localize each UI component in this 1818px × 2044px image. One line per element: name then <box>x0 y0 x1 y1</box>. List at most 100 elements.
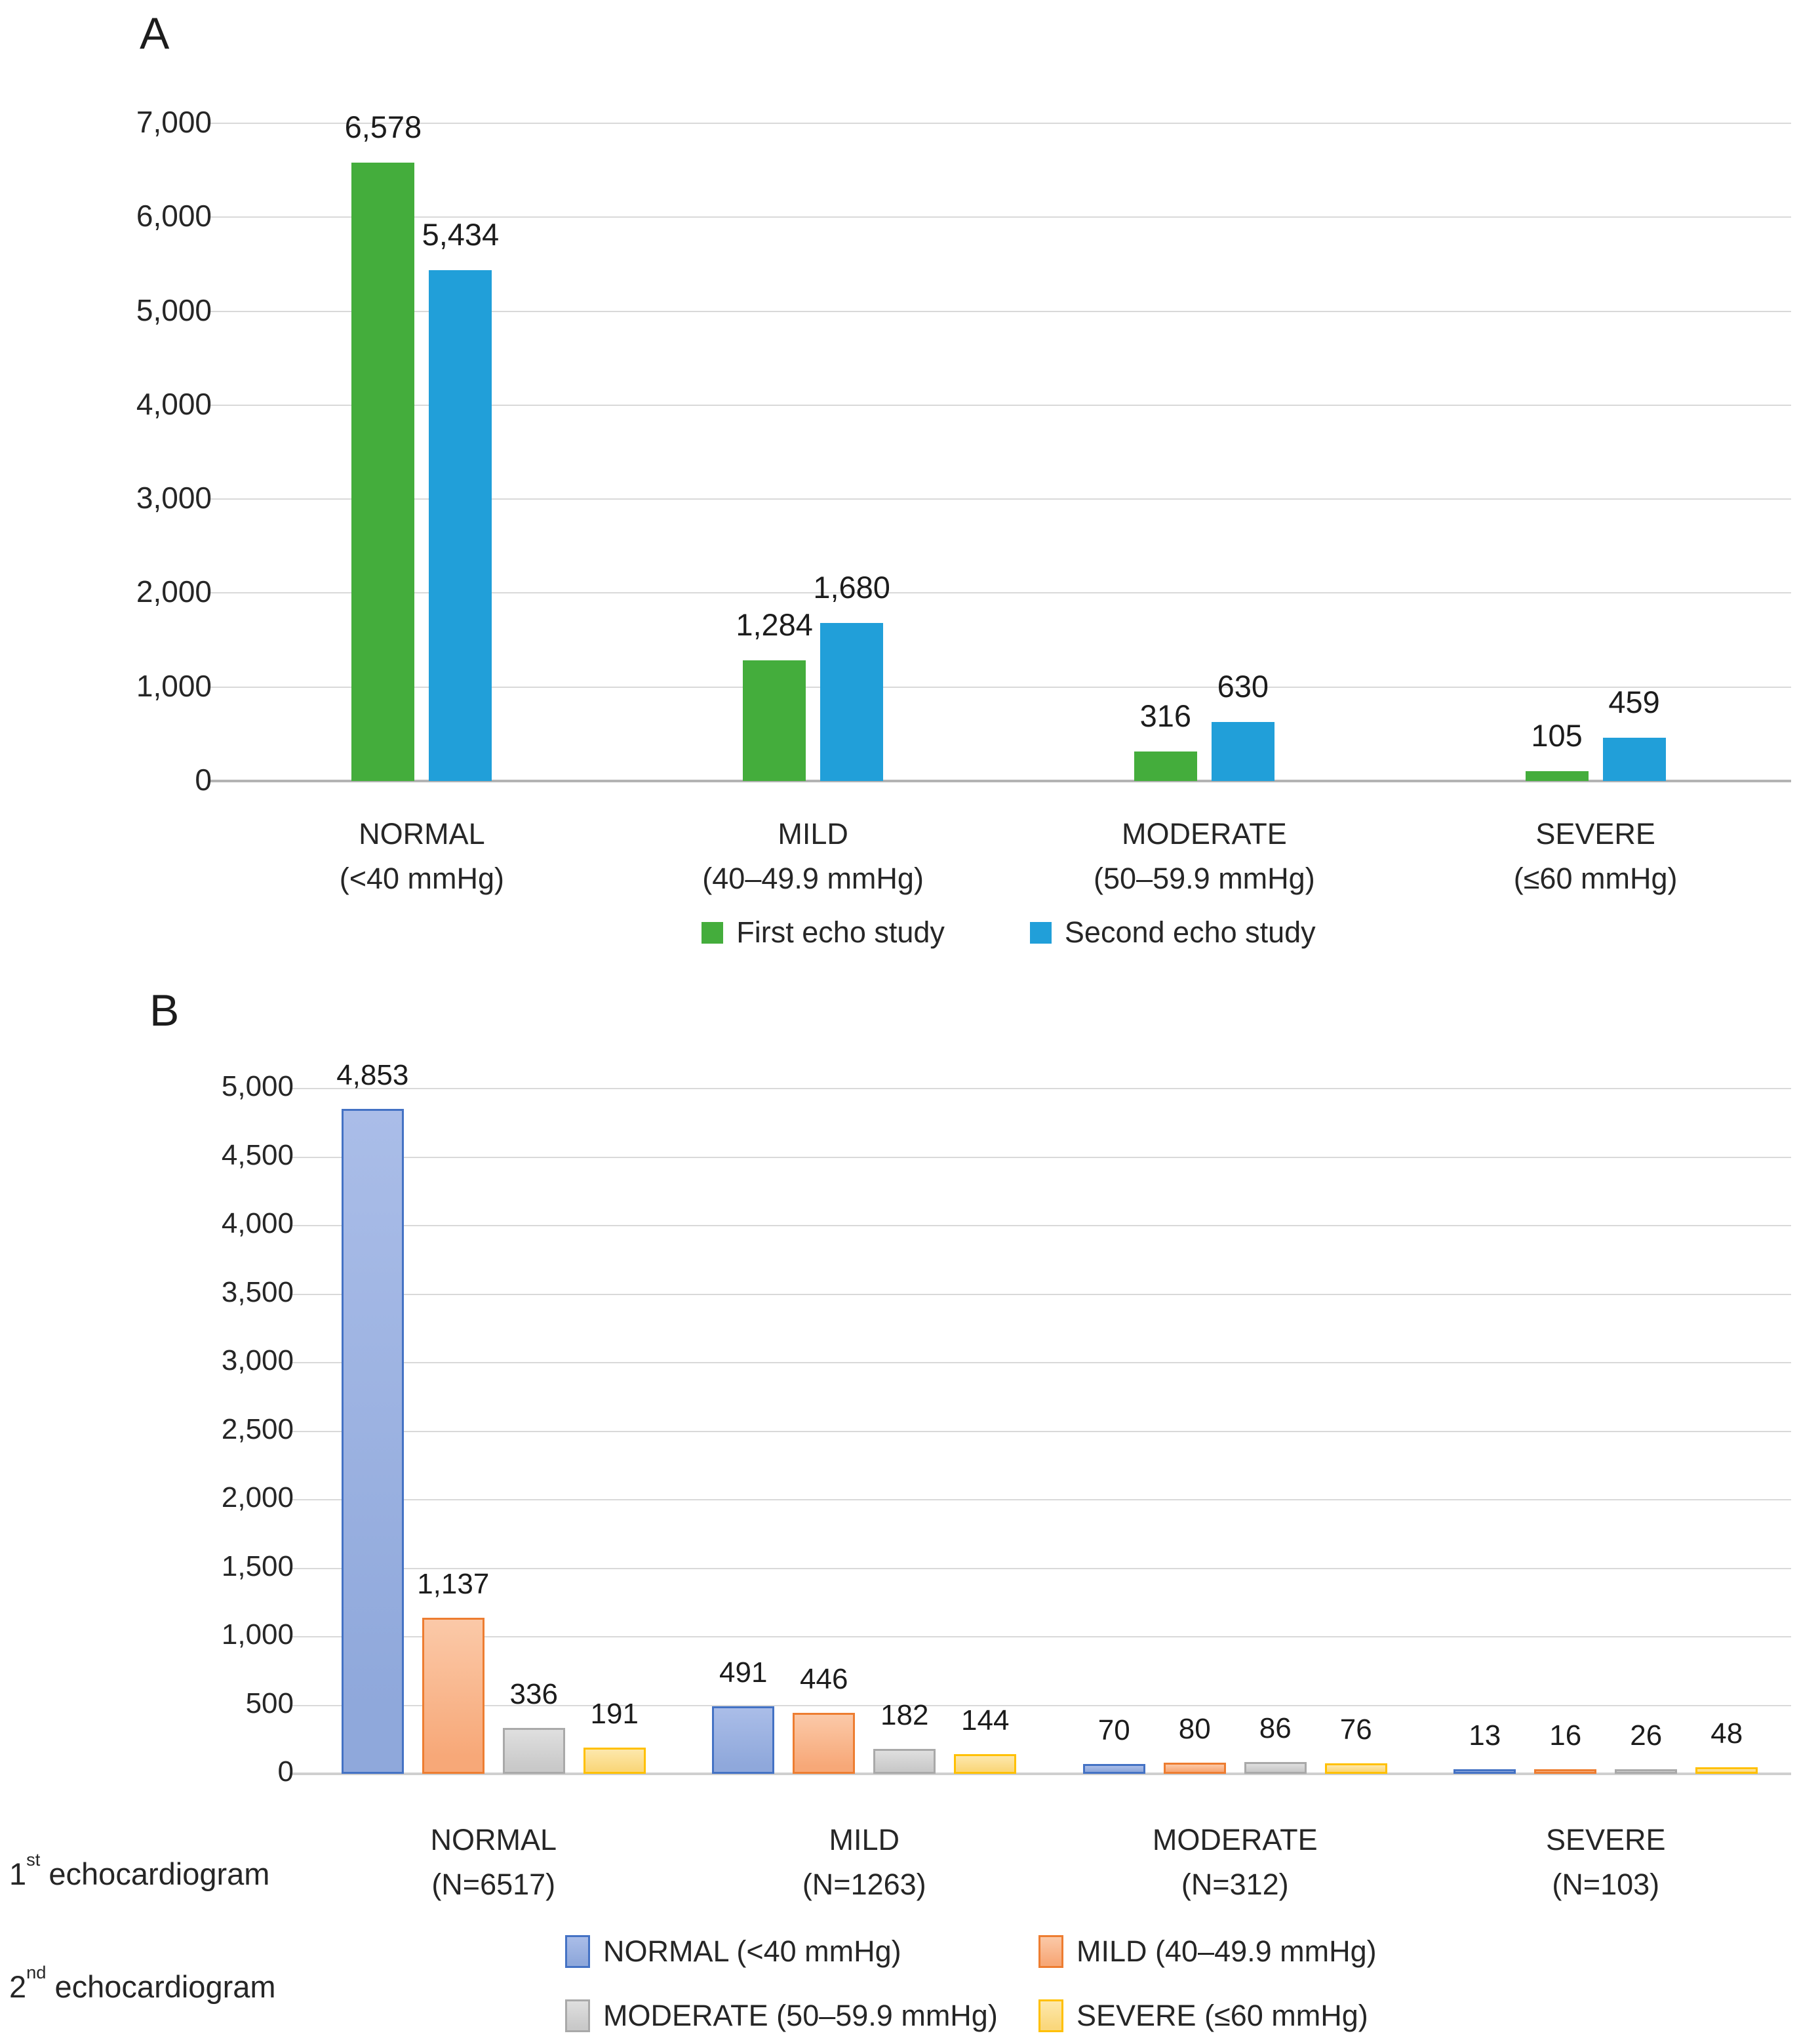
bar-value-label: 630 <box>1217 668 1269 704</box>
category-name: MODERATE <box>1122 817 1287 851</box>
bar-value-label: 1,137 <box>417 1568 490 1601</box>
bar <box>820 623 884 781</box>
bar-value-label: 459 <box>1608 685 1660 720</box>
bar-value-label: 13 <box>1469 1719 1501 1752</box>
y-axis-tick-label: 4,000 <box>136 386 212 421</box>
y-axis-tick-label: 1,000 <box>136 668 212 703</box>
bar <box>583 1748 646 1774</box>
category-range: (N=6517) <box>431 1867 556 1901</box>
y-axis-tick-label: 3,000 <box>136 481 212 515</box>
category-range: (N=312) <box>1181 1867 1289 1901</box>
y-axis-tick-label: 2,000 <box>221 1481 294 1513</box>
first-echocardiogram-text: echocardiogram <box>40 1856 270 1891</box>
category-range: (N=1263) <box>802 1867 926 1901</box>
y-axis-tick-label: 5,000 <box>136 292 212 327</box>
bar <box>1695 1767 1758 1774</box>
legend-color-swatch <box>565 1999 590 2032</box>
legend-item: First echo study <box>702 915 945 950</box>
bar <box>341 1108 404 1774</box>
first-echocardiogram-num: 1 <box>9 1856 27 1891</box>
category-name: MILD <box>829 1823 899 1856</box>
y-axis-tick-label: 3,500 <box>221 1275 294 1308</box>
y-axis-tick-label: 1,000 <box>221 1618 294 1651</box>
gridline <box>208 498 1791 500</box>
panel-b-label: B <box>149 986 180 1035</box>
legend-color-swatch <box>565 1935 590 1968</box>
y-axis-tick-label: 3,000 <box>221 1344 294 1376</box>
bar-value-label: 1,284 <box>736 607 813 643</box>
category-name: MILD <box>778 817 848 851</box>
y-axis-tick-label: 0 <box>277 1755 294 1788</box>
legend-item-label: First echo study <box>736 915 945 949</box>
category-name: NORMAL <box>359 817 485 851</box>
bar <box>1082 1764 1145 1774</box>
y-axis-tick-label: 5,000 <box>221 1070 294 1102</box>
legend-item: NORMAL (<40 mmHg) <box>565 1934 1038 1969</box>
bar <box>422 1618 484 1774</box>
first-echocardiogram-caption: 1st echocardiogram <box>9 1849 270 1892</box>
bar <box>351 163 415 781</box>
gridline <box>208 404 1791 406</box>
panel-a-label: A <box>140 9 170 58</box>
legend-item-label: MILD (40–49.9 mmHg) <box>1077 1934 1377 1968</box>
bar <box>1134 751 1197 781</box>
bar <box>873 1748 936 1774</box>
bar-value-label: 76 <box>1339 1713 1372 1746</box>
legend-item: MODERATE (50–59.9 mmHg) <box>565 1999 1038 2033</box>
second-echocardiogram-sup: nd <box>26 1962 47 1983</box>
category-range: (40–49.9 mmHg) <box>702 861 924 895</box>
bar <box>1324 1763 1387 1774</box>
legend-color-swatch <box>1038 1999 1063 2032</box>
category-range: (<40 mmHg) <box>339 861 505 895</box>
gridline <box>290 1156 1791 1158</box>
category-label: MILD (40–49.9 mmHg) <box>618 812 1009 900</box>
bar-value-label: 1,680 <box>813 570 890 605</box>
category-range: (50–59.9 mmHg) <box>1094 861 1315 895</box>
gridline <box>290 1636 1791 1637</box>
y-axis-tick-label: 0 <box>195 763 212 797</box>
legend-item-label: SEVERE (≤60 mmHg) <box>1077 1999 1368 2032</box>
bar <box>954 1753 1017 1774</box>
category-name: SEVERE <box>1535 817 1655 851</box>
gridline <box>290 1362 1791 1363</box>
legend-item-label: MODERATE (50–59.9 mmHg) <box>603 1999 998 2032</box>
legend-item: MILD (40–49.9 mmHg) <box>1038 1934 1377 1969</box>
legend-item-label: Second echo study <box>1064 915 1316 949</box>
category-range: (N=103) <box>1552 1867 1660 1901</box>
y-axis-tick-label: 4,500 <box>221 1138 294 1171</box>
bar <box>429 270 492 781</box>
gridline <box>208 780 1791 782</box>
bar <box>1163 1763 1226 1774</box>
gridline <box>208 592 1791 594</box>
y-axis-tick-label: 4,000 <box>221 1207 294 1239</box>
bar <box>1244 1762 1307 1774</box>
y-axis-tick-label: 1,500 <box>221 1550 294 1582</box>
bar <box>1453 1769 1516 1774</box>
gridline <box>290 1499 1791 1500</box>
category-label: MODERATE (50–59.9 mmHg) <box>1009 812 1400 900</box>
category-name: SEVERE <box>1545 1823 1666 1856</box>
legend-item: Second echo study <box>1029 915 1316 950</box>
bar-value-label: 5,434 <box>422 217 500 252</box>
panel-b-legend: NORMAL (<40 mmHg) MILD (40–49.9 mmHg) MODE… <box>565 1934 1377 2033</box>
bar <box>502 1727 565 1774</box>
bar <box>712 1706 775 1774</box>
legend-color-swatch <box>1038 1935 1063 1968</box>
category-name: NORMAL <box>430 1823 557 1856</box>
gridline <box>290 1430 1791 1432</box>
category-label: SEVERE (≤60 mmHg) <box>1400 812 1791 900</box>
bar <box>1534 1769 1597 1774</box>
category-label: MILD (N=1263) <box>679 1818 1050 1906</box>
bar-value-label: 191 <box>590 1698 639 1731</box>
legend-item-label: NORMAL (<40 mmHg) <box>603 1934 901 1968</box>
legend-color-swatch <box>702 921 724 944</box>
category-label: NORMAL (N=6517) <box>308 1818 679 1906</box>
second-echocardiogram-caption: 2nd echocardiogram <box>9 1962 276 2005</box>
bar-value-label: 16 <box>1549 1719 1582 1752</box>
bar-value-label: 86 <box>1259 1712 1292 1745</box>
bar <box>793 1712 856 1774</box>
bar-value-label: 80 <box>1178 1713 1211 1746</box>
bar-value-label: 336 <box>509 1677 558 1710</box>
bar <box>743 660 806 781</box>
